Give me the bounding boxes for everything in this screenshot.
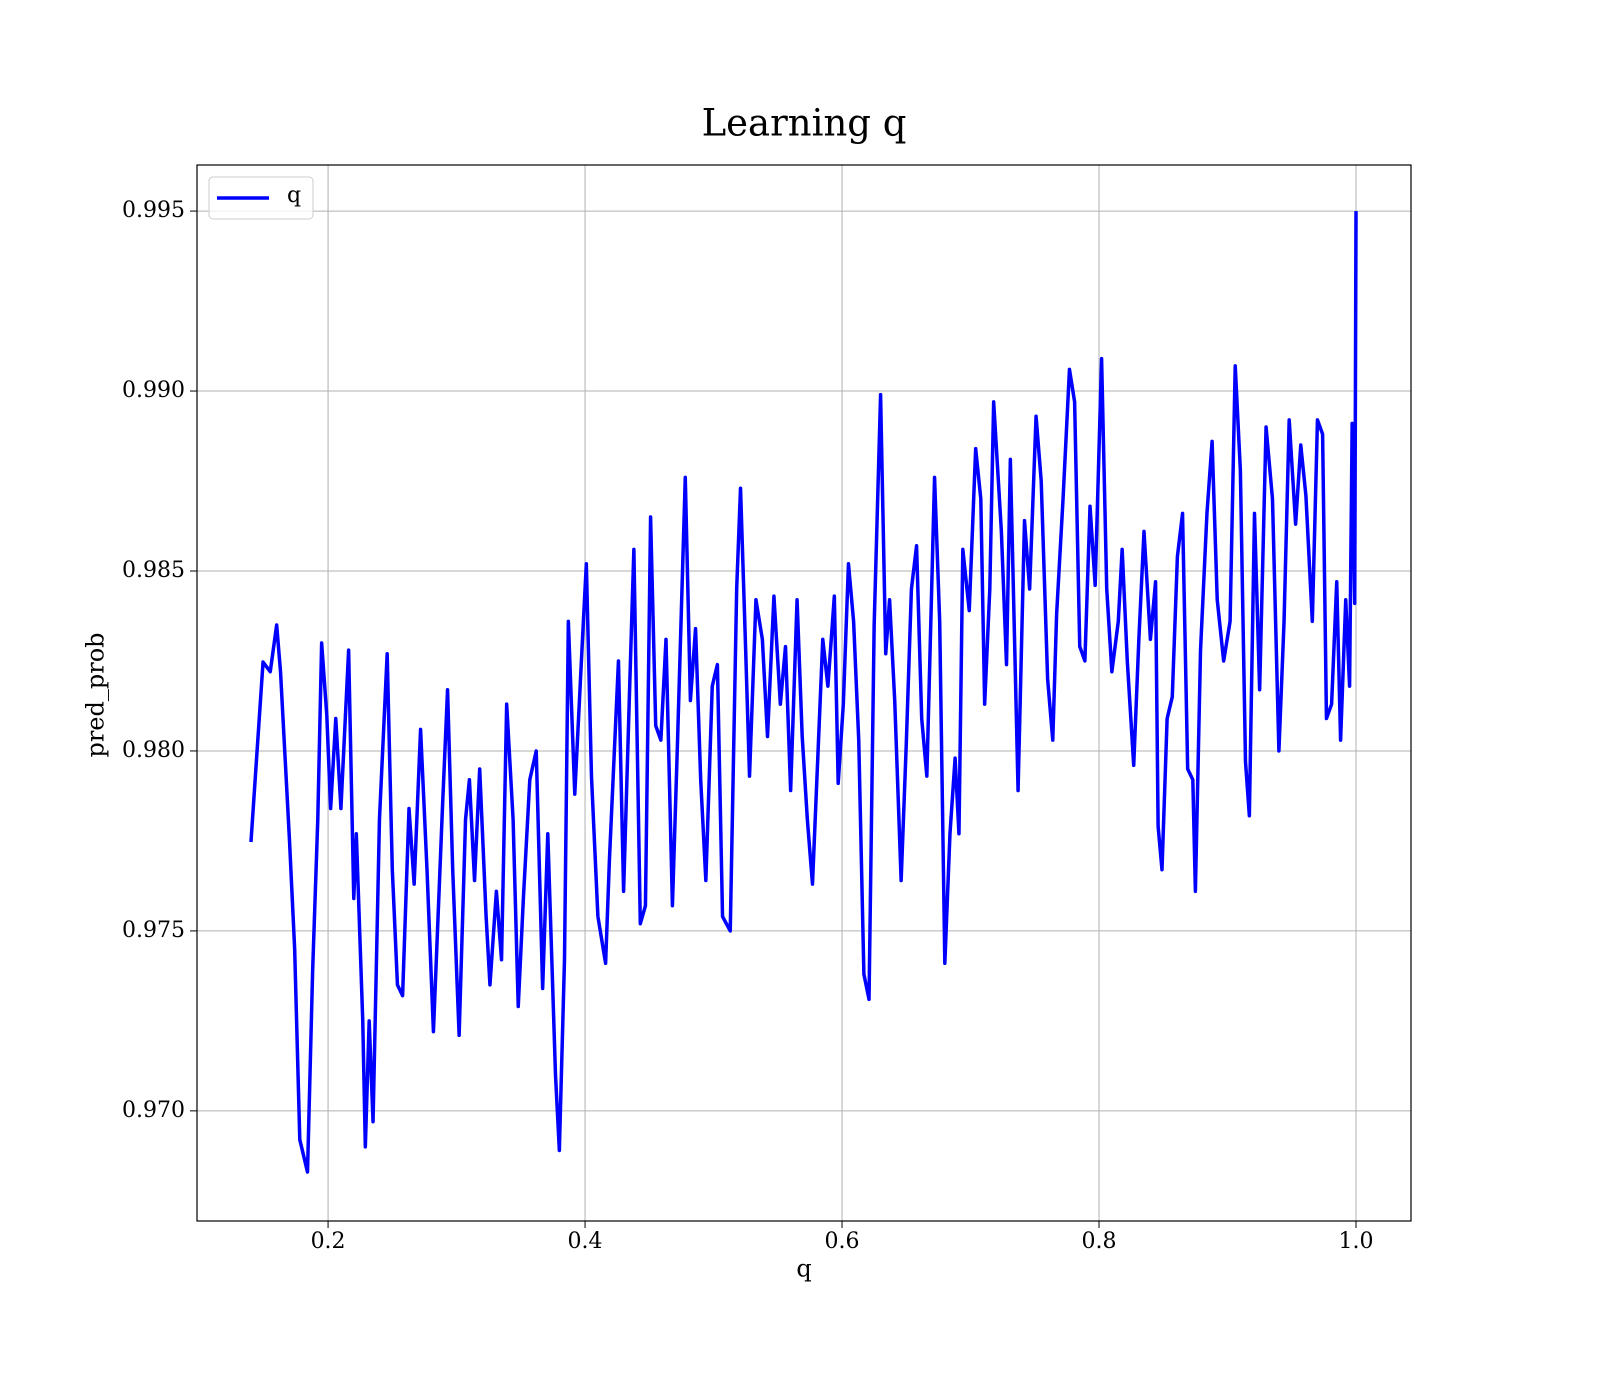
y-axis-label: pred_prob <box>82 632 110 757</box>
y-tick-label: 0.985 <box>122 558 185 583</box>
plot-frame <box>196 164 1412 1222</box>
y-tick-label: 0.970 <box>122 1098 185 1123</box>
y-tick-label: 0.975 <box>122 918 185 943</box>
x-axis-label: q <box>796 1255 811 1283</box>
data-line <box>249 211 1358 1174</box>
legend-label: q <box>287 183 301 208</box>
x-tick-label: 0.4 <box>568 1229 603 1254</box>
x-tick-label: 0.8 <box>1082 1229 1117 1254</box>
y-tick-label: 0.995 <box>122 198 185 223</box>
y-tick-label: 0.990 <box>122 378 185 403</box>
x-tick-label: 0.6 <box>825 1229 860 1254</box>
x-tick-label: 0.2 <box>311 1229 346 1254</box>
x-tick-label: 1.0 <box>1339 1229 1374 1254</box>
chart-title: Learning q <box>702 102 907 145</box>
y-tick-label: 0.980 <box>122 738 185 763</box>
